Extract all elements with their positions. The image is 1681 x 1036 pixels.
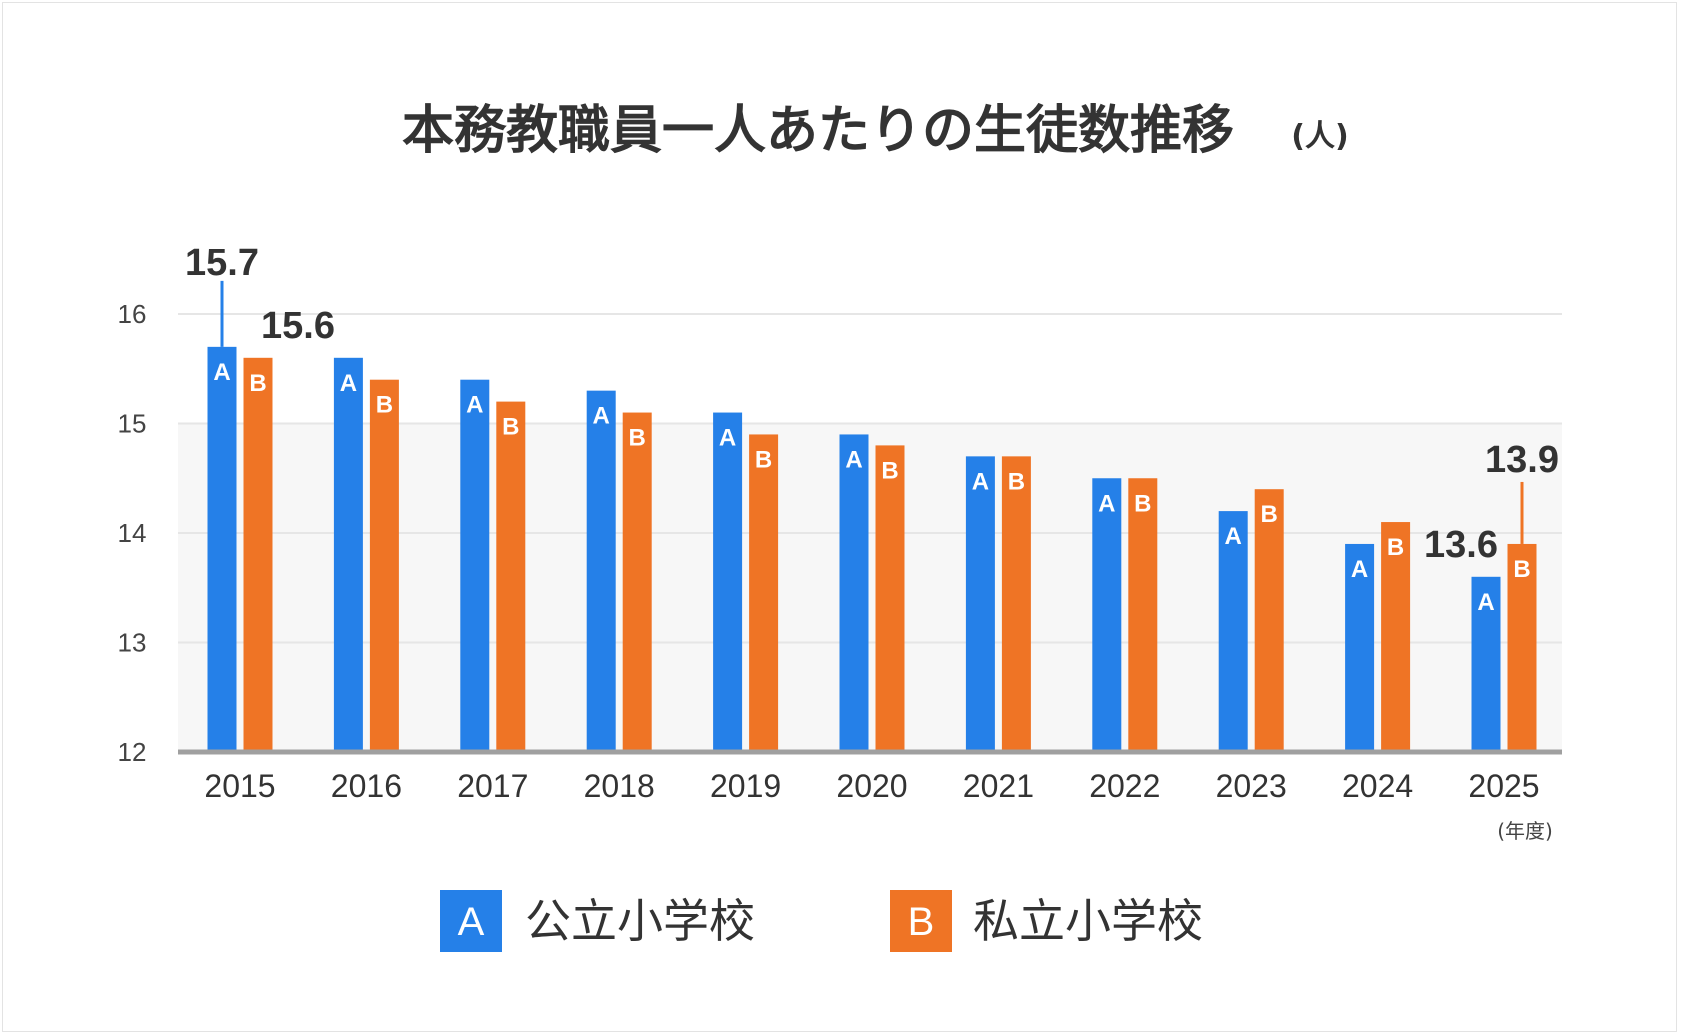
bar: [1001, 456, 1031, 752]
unit-label: (人): [1291, 119, 1348, 154]
bar: [1507, 543, 1537, 752]
legend-letter-public: A: [458, 900, 485, 944]
bar-letter: B: [1513, 556, 1530, 583]
bar-letter: A: [1477, 589, 1494, 616]
bar: [1092, 478, 1122, 752]
callout-label: 15.7: [185, 242, 259, 284]
bar-letter: B: [1387, 534, 1404, 561]
bar: [243, 357, 273, 752]
x-tick-label: 2021: [963, 768, 1034, 804]
y-tick-label: 13: [118, 628, 147, 658]
bar: [207, 346, 237, 752]
plot-background: [178, 423, 1562, 752]
bar: [749, 434, 779, 752]
bar: [713, 412, 743, 752]
x-tick-label: 2023: [1216, 768, 1287, 804]
chart-title: 本務教職員一人あたりの生徒数推移: [402, 101, 1234, 161]
x-tick-label: 2015: [204, 768, 275, 804]
x-tick-label: 2022: [1089, 768, 1160, 804]
bar-letter: B: [376, 392, 393, 419]
y-tick-label: 14: [118, 518, 147, 548]
legend-item-public: A 公立小学校: [440, 890, 755, 952]
bar-letter: A: [972, 468, 989, 495]
legend: A 公立小学校 B 私立小学校: [440, 890, 1203, 952]
bar: [1471, 576, 1501, 752]
bar-letter: A: [719, 425, 736, 452]
callout-label: 13.9: [1485, 439, 1559, 481]
bar: [333, 357, 363, 752]
callout-label: 15.6: [261, 305, 335, 347]
bar: [369, 379, 399, 752]
gridlines: [178, 313, 1562, 644]
legend-swatch-public: [440, 890, 502, 952]
bar-letter: A: [1351, 556, 1368, 583]
legend-item-private: B 私立小学校: [890, 890, 1203, 952]
bar: [1128, 478, 1158, 752]
bar: [586, 390, 616, 752]
x-tick-label: 2016: [331, 768, 402, 804]
bar-letter: A: [213, 359, 230, 386]
y-tick-label: 15: [118, 409, 147, 439]
bar-letter: A: [593, 403, 610, 430]
bar-letter: B: [502, 414, 519, 441]
bar: [1254, 489, 1284, 752]
x-axis-ticks: 2015 2016 2017 2018 2019 2020 2021 2022 2023 2024…: [204, 768, 1539, 804]
bar-letter: A: [340, 370, 357, 397]
bar-letter: A: [845, 446, 862, 473]
x-unit-label: (年度): [1497, 819, 1553, 843]
bar: [839, 434, 869, 752]
bar: [1381, 522, 1411, 752]
plot-band: [178, 423, 1562, 752]
bar-letter: B: [249, 370, 266, 397]
x-tick-label: 2019: [710, 768, 781, 804]
bar-letter: B: [1134, 490, 1151, 517]
legend-label-private: 私立小学校: [973, 894, 1203, 948]
x-tick-label: 2024: [1342, 768, 1413, 804]
x-tick-label: 2025: [1468, 768, 1539, 804]
y-axis-ticks: 12 13 14 15 16: [118, 299, 147, 767]
bar: [1218, 511, 1248, 752]
bar-letter: B: [881, 457, 898, 484]
bar: [1345, 543, 1375, 752]
legend-swatch-private: [890, 890, 952, 952]
bar-letter: B: [755, 446, 772, 473]
x-tick-label: 2017: [457, 768, 528, 804]
bar: [875, 445, 905, 752]
y-tick-label: 16: [118, 299, 147, 329]
x-tick-label: 2018: [584, 768, 655, 804]
bar: [496, 401, 526, 752]
bar: [965, 456, 995, 752]
bar-letter: B: [1008, 468, 1025, 495]
callouts: 15.715.6 13.6 13.9: [185, 242, 1559, 566]
legend-label-public: 公立小学校: [525, 894, 755, 948]
bar-letter: A: [1098, 490, 1115, 517]
callout-label: 13.6: [1424, 524, 1498, 566]
bar-letter: A: [466, 392, 483, 419]
bar: [622, 412, 652, 752]
x-tick-label: 2020: [836, 768, 907, 804]
legend-letter-private: B: [908, 900, 935, 944]
y-tick-label: 12: [118, 737, 147, 767]
bar-letter: A: [1225, 523, 1242, 550]
bar-letter: B: [629, 425, 646, 452]
bar: [460, 379, 490, 752]
bar-letter: B: [1261, 501, 1278, 528]
